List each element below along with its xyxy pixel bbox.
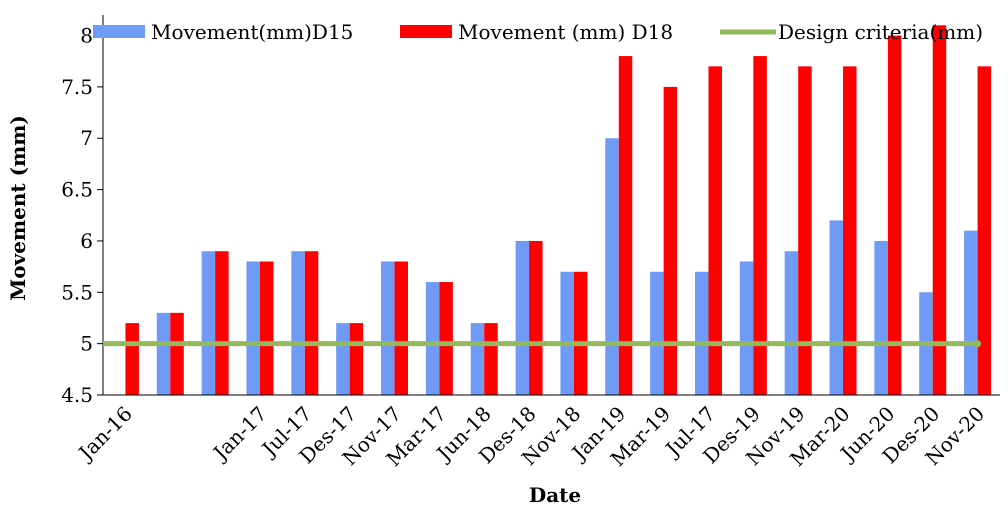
legend-label-design-criteria: Design criteria(mm) [778, 20, 983, 44]
bar-d15 [560, 271, 574, 395]
y-tick-label: 7.5 [61, 75, 93, 99]
bar-d15 [381, 261, 395, 395]
bar-d18 [215, 251, 229, 395]
bar-d15 [515, 240, 530, 395]
bar-d18 [259, 261, 274, 395]
bar-d15 [694, 271, 709, 395]
bar-d18 [484, 323, 498, 395]
bar-d15 [470, 323, 485, 395]
bar-d18 [573, 271, 588, 395]
y-tick-label: 5 [80, 332, 93, 356]
x-tick-label: Jan-17 [207, 402, 271, 466]
bar-d18 [932, 25, 947, 396]
y-axis: 4.5 5 5.5 6 6.5 7 7.5 8 [61, 15, 104, 407]
design-criteria-line-group [103, 340, 982, 348]
bar-d15 [784, 251, 799, 395]
y-axis-title: Movement (mm) [6, 115, 30, 301]
bar-d15 [425, 282, 440, 395]
legend-swatch-d15 [93, 25, 145, 38]
y-tick-label: 6.5 [61, 178, 93, 202]
y-tick-label: 6 [80, 229, 93, 253]
bar-d18 [125, 323, 139, 395]
bar-d18 [977, 66, 992, 395]
bar-d15 [829, 220, 844, 395]
x-axis: Jan-16 Jan-17Jul-17Des-17Nov-17Mar-17Jun-… [73, 394, 1000, 471]
bars [125, 25, 992, 396]
bar-d15 [650, 271, 664, 395]
legend-swatch-d18 [400, 25, 452, 38]
y-tick-label: 7 [80, 126, 93, 150]
bar-d18 [798, 66, 812, 395]
bar-d18 [349, 323, 364, 395]
x-tick-label: Jan-16 [73, 402, 137, 466]
bar-d15 [246, 261, 260, 395]
bar-d18 [439, 282, 453, 395]
bar-d15 [336, 323, 350, 395]
bar-d15 [739, 261, 754, 395]
bar-d15 [291, 251, 305, 395]
y-tick-label: 4.5 [61, 383, 93, 407]
bar-d18 [708, 66, 722, 395]
bar-d18 [170, 312, 184, 395]
bar-d18 [529, 240, 543, 395]
bar-d18 [753, 56, 767, 395]
bar-d18 [843, 66, 857, 395]
x-axis-title: Date [529, 483, 581, 507]
y-tick-label: 8 [80, 24, 93, 48]
bar-d18 [304, 251, 319, 395]
bar-d15 [874, 240, 888, 395]
bar-d15 [964, 230, 978, 395]
bar-d15 [156, 312, 171, 395]
legend-label-d15: Movement(mm)D15 [151, 20, 353, 44]
bar-d18 [618, 56, 633, 395]
design-criteria-line-end [974, 340, 982, 348]
bar-d15 [201, 251, 216, 395]
bar-d18 [887, 35, 902, 396]
bar-d18 [394, 261, 409, 395]
legend-label-d18: Movement (mm) D18 [458, 20, 673, 44]
bar-d18 [663, 86, 678, 395]
bar-d15 [605, 138, 619, 396]
y-tick-label: 5.5 [61, 280, 93, 304]
legend: Movement(mm)D15 Movement (mm) D18 Design… [93, 20, 983, 44]
